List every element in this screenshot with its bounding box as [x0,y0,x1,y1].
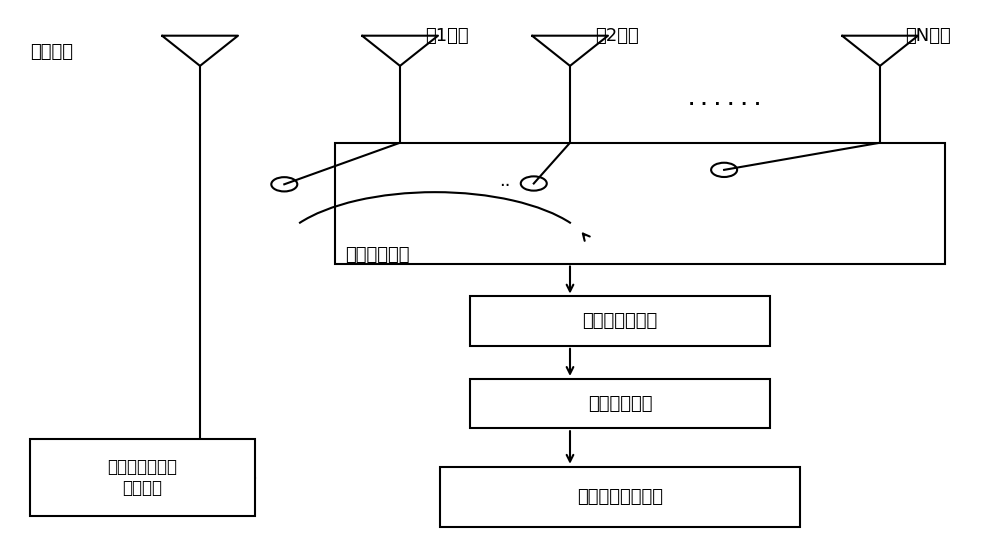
Bar [30,439,255,516]
Text: 第2阵元: 第2阵元 [595,27,639,44]
Bar [470,296,770,346]
Text: 雷达信号处理模块: 雷达信号处理模块 [577,488,663,506]
Text: 单通道接收模块: 单通道接收模块 [582,312,658,330]
Text: 第N阵元: 第N阵元 [905,27,951,44]
Text: 射频开关模块: 射频开关模块 [345,247,410,264]
Text: 相位恢复模块: 相位恢复模块 [588,395,652,412]
Text: ..: .. [499,172,511,190]
Bar [470,379,770,428]
Bar [440,467,800,527]
Text: 发射天线: 发射天线 [30,43,73,61]
Bar [335,143,945,264]
Text: 第1阵元: 第1阵元 [425,27,469,44]
Text: ......: ...... [685,89,765,109]
Text: 调频连续波信号
产生模块: 调频连续波信号 产生模块 [108,458,178,497]
